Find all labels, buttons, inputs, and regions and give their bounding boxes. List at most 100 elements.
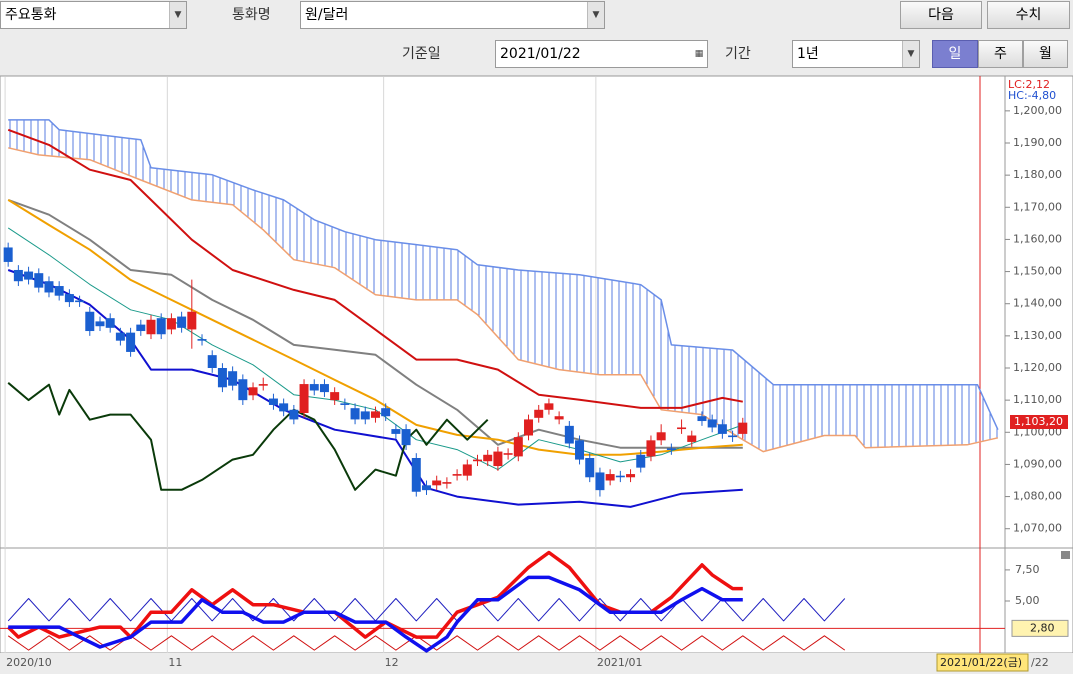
candle-body (340, 403, 350, 405)
interval-month[interactable]: 월 (1023, 40, 1068, 68)
candle-body (13, 269, 23, 282)
candle-body (411, 458, 421, 492)
candle-body (585, 458, 595, 478)
candle-body (228, 371, 238, 386)
y-tick-label: 1,200,00 (1013, 104, 1062, 117)
candle-body (401, 429, 411, 446)
x-tick-label: 2021/01 (597, 656, 643, 669)
currency-label: 통화명 (232, 7, 271, 23)
candle-body (503, 453, 513, 455)
y-tick-label: 1,080,00 (1013, 490, 1062, 503)
y-tick-label: 1,110,00 (1013, 393, 1062, 406)
candle-body (432, 480, 442, 486)
line-series (7, 128, 743, 409)
values-button[interactable]: 수치 (987, 1, 1070, 29)
x-tick-label: 11 (168, 656, 182, 669)
candle-body (666, 448, 676, 450)
line-series (7, 635, 846, 651)
candle-body (524, 419, 534, 436)
candle-body (421, 485, 431, 491)
main-panel: 1,200,00 1,190,00 1,180,00 1,170,00 1,160,00… (3, 77, 1068, 548)
candle-body (615, 475, 625, 478)
reference-tag (1011, 619, 1069, 637)
candle-body (483, 454, 493, 462)
period: 1년 (797, 46, 819, 62)
price-tag (1010, 415, 1068, 429)
candle-body (350, 408, 360, 420)
candle-body (166, 318, 176, 330)
candle-body (656, 432, 666, 441)
y-tick-label: 1,140,00 (1013, 297, 1062, 310)
candle-body (738, 422, 748, 434)
candle-body (24, 271, 34, 280)
period-select[interactable]: 1년 ▼ (792, 40, 920, 68)
currency-select[interactable]: 원/달러 ▼ (300, 1, 605, 29)
candle-body (636, 454, 646, 468)
candle-body (575, 440, 585, 460)
candle-body (309, 384, 319, 391)
panel-button[interactable] (1061, 551, 1070, 559)
candle-body (728, 435, 738, 438)
y-tick-label: 1,070,00 (1013, 522, 1062, 535)
dropdown-arrow: ▼ (587, 2, 604, 28)
candle-body (462, 464, 472, 476)
next-button[interactable]: 다음 (900, 1, 982, 29)
line-series (7, 269, 743, 508)
date: 2021/01/22 (500, 46, 581, 62)
x-tick-label: 2020/10 (6, 656, 52, 669)
candle-body (126, 332, 136, 352)
y-tick-label: 1,170,00 (1013, 200, 1062, 213)
date-label: 기준일 (402, 46, 441, 62)
candle-body (105, 318, 115, 328)
y-tick-label: 7,50 (1015, 563, 1040, 576)
line-series (8, 147, 999, 453)
interval-day[interactable]: 일 (932, 40, 978, 68)
candle-body (156, 318, 166, 335)
interval-week[interactable]: 주 (978, 40, 1023, 68)
date-input[interactable]: 2021/01/22 ▦ (495, 40, 708, 68)
reference-tag-label: 2,80 (1030, 621, 1055, 634)
candle-body (707, 419, 717, 428)
line-series (7, 382, 489, 491)
y-tick-label: 1,090,00 (1013, 457, 1062, 470)
y-tick-label: 1,130,00 (1013, 329, 1062, 342)
calendar-icon[interactable]: ▦ (691, 41, 707, 67)
x-tick-label: 12 (385, 656, 399, 669)
cursor-date-box (936, 653, 1029, 672)
period-label: 기간 (725, 46, 751, 62)
currency-group-select[interactable]: 주요통화 ▼ (0, 1, 187, 29)
line-series (7, 199, 743, 456)
candle-body (360, 411, 370, 420)
y-tick-label: 1,160,00 (1013, 232, 1062, 245)
candle-body (64, 294, 74, 303)
candle-body (452, 474, 462, 476)
y-tick-label: 1,150,00 (1013, 265, 1062, 278)
candle-body (258, 384, 268, 386)
candle-body (626, 474, 636, 478)
y-tick-label: 1,190,00 (1013, 136, 1062, 149)
candle-body (115, 332, 125, 341)
candle-body (330, 392, 340, 401)
line-series (7, 598, 846, 622)
candle-body (34, 273, 44, 288)
candle-body (677, 427, 687, 430)
candle-body (3, 247, 13, 262)
candle-body (136, 324, 146, 332)
candle-body (493, 451, 503, 467)
candle-body (146, 319, 156, 335)
candle-body (544, 403, 554, 410)
line-series (8, 119, 999, 431)
candle-body (197, 339, 207, 341)
price-tag-label: 1,103,20 (1014, 415, 1063, 428)
candle-body (54, 286, 64, 296)
candle-body (442, 482, 452, 484)
cloud-area (8, 119, 998, 452)
candle-body (595, 472, 605, 491)
currency-group: 주요통화 (5, 7, 57, 23)
cursor-date: 2021/01/22(금) (940, 656, 1022, 669)
candle-body (238, 379, 248, 401)
annotation: LC:2,12 (1008, 78, 1050, 91)
candle-body (268, 398, 278, 405)
candle-body (381, 408, 391, 417)
